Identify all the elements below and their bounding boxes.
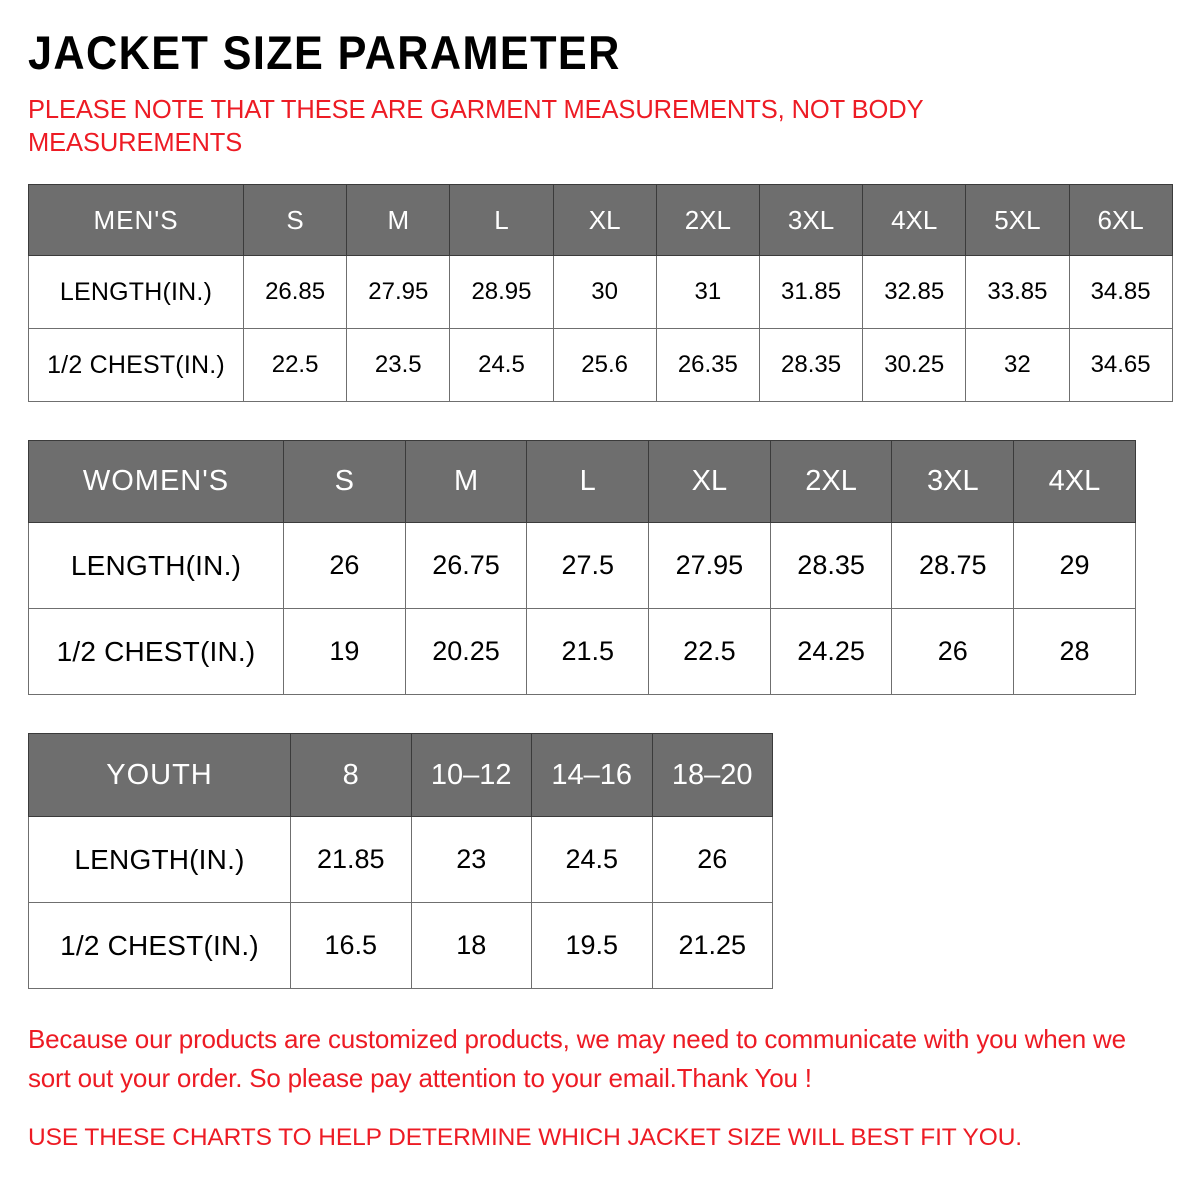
measurement-cell: 21.85	[290, 816, 412, 904]
measurement-cell: 28.75	[891, 522, 1015, 610]
measurement-cell: 21.5	[526, 608, 650, 696]
column-header-size: M	[404, 440, 528, 524]
table-row: LENGTH(IN.) 26 26.75 27.5 27.95 28.35 28…	[28, 522, 1136, 610]
measurement-cell: 24.25	[769, 608, 893, 696]
column-header-size: XL	[648, 440, 771, 524]
table-header-row: MEN'S S M L XL 2XL 3XL 4XL 5XL 6XL	[28, 184, 1173, 257]
measurement-cell: 27.95	[346, 255, 451, 330]
measurement-cell: 29	[1013, 522, 1136, 610]
column-header-size: 2XL	[655, 184, 760, 257]
measurement-cell: 27.5	[526, 522, 650, 610]
table-category-label: WOMEN'S	[28, 440, 284, 524]
measurement-cell: 28	[1013, 608, 1136, 696]
measurement-cell: 18	[410, 902, 532, 990]
page-title: JACKET SIZE PARAMETER	[28, 26, 621, 79]
measurement-cell: 22.5	[648, 608, 771, 696]
measurement-cell: 24.5	[531, 816, 653, 904]
column-header-size: M	[346, 184, 451, 257]
womens-size-table: WOMEN'S S M L XL 2XL 3XL 4XL LENGTH(IN.)…	[28, 440, 1136, 696]
measurement-cell: 21.25	[651, 902, 773, 990]
measurement-cell: 19	[283, 608, 406, 696]
table-row: LENGTH(IN.) 26.85 27.95 28.95 30 31 31.8…	[28, 255, 1173, 330]
row-label: 1/2 CHEST(IN.)	[28, 328, 244, 403]
measurement-cell: 34.65	[1068, 328, 1173, 403]
measurement-cell: 32.85	[862, 255, 967, 330]
column-header-size: 6XL	[1068, 184, 1173, 257]
measurement-cell: 26	[891, 608, 1015, 696]
column-header-size: L	[526, 440, 650, 524]
column-header-size: 8	[290, 733, 412, 818]
column-header-size: 5XL	[965, 184, 1070, 257]
measurement-cell: 23.5	[346, 328, 451, 403]
youth-size-table: YOUTH 8 10–12 14–16 18–20 LENGTH(IN.) 21…	[28, 733, 773, 990]
customization-note: Because our products are customized prod…	[28, 1024, 1126, 1093]
measurement-cell: 27.95	[648, 522, 771, 610]
table-row: 1/2 CHEST(IN.) 16.5 18 19.5 21.25	[28, 902, 773, 990]
table-header-row: YOUTH 8 10–12 14–16 18–20	[28, 733, 773, 818]
row-label: LENGTH(IN.)	[28, 255, 244, 330]
row-label: LENGTH(IN.)	[28, 816, 291, 904]
row-label: 1/2 CHEST(IN.)	[28, 902, 291, 990]
table-category-label: YOUTH	[28, 733, 291, 818]
column-header-size: 18–20	[651, 733, 773, 818]
measurement-cell: 26.35	[655, 328, 760, 403]
table-header-row: WOMEN'S S M L XL 2XL 3XL 4XL	[28, 440, 1136, 524]
measurement-cell: 26	[283, 522, 406, 610]
column-header-size: S	[283, 440, 406, 524]
measurement-cell: 30.25	[862, 328, 967, 403]
garment-measurement-note: PLEASE NOTE THAT THESE ARE GARMENT MEASU…	[28, 96, 924, 158]
measurement-cell: 30	[552, 255, 657, 330]
column-header-size: L	[449, 184, 554, 257]
table-row: 1/2 CHEST(IN.) 19 20.25 21.5 22.5 24.25 …	[28, 608, 1136, 696]
chart-usage-note: USE THESE CHARTS TO HELP DETERMINE WHICH…	[28, 1124, 1022, 1152]
column-header-size: 3XL	[891, 440, 1015, 524]
column-header-size: 3XL	[758, 184, 864, 257]
table-row: LENGTH(IN.) 21.85 23 24.5 26	[28, 816, 773, 904]
measurement-cell: 26	[651, 816, 773, 904]
measurement-cell: 22.5	[242, 328, 348, 403]
measurement-cell: 16.5	[290, 902, 412, 990]
measurement-cell: 19.5	[531, 902, 653, 990]
column-header-size: 14–16	[531, 733, 653, 818]
measurement-cell: 31	[655, 255, 760, 330]
measurement-cell: 28.95	[449, 255, 554, 330]
column-header-size: 4XL	[1013, 440, 1136, 524]
column-header-size: 10–12	[410, 733, 532, 818]
row-label: LENGTH(IN.)	[28, 522, 284, 610]
table-row: 1/2 CHEST(IN.) 22.5 23.5 24.5 25.6 26.35…	[28, 328, 1173, 403]
measurement-cell: 26.75	[404, 522, 528, 610]
measurement-cell: 34.85	[1068, 255, 1173, 330]
measurement-cell: 33.85	[965, 255, 1070, 330]
measurement-cell: 23	[410, 816, 532, 904]
measurement-cell: 31.85	[758, 255, 864, 330]
measurement-cell: 32	[965, 328, 1070, 403]
column-header-size: 4XL	[862, 184, 967, 257]
measurement-cell: 24.5	[449, 328, 554, 403]
column-header-size: XL	[552, 184, 657, 257]
measurement-cell: 20.25	[404, 608, 528, 696]
measurement-cell: 26.85	[242, 255, 348, 330]
measurement-cell: 28.35	[769, 522, 893, 610]
column-header-size: 2XL	[769, 440, 893, 524]
row-label: 1/2 CHEST(IN.)	[28, 608, 284, 696]
mens-size-table: MEN'S S M L XL 2XL 3XL 4XL 5XL 6XL LENGT…	[28, 184, 1173, 403]
column-header-size: S	[242, 184, 348, 257]
measurement-cell: 28.35	[758, 328, 864, 403]
table-category-label: MEN'S	[28, 184, 244, 257]
measurement-cell: 25.6	[552, 328, 657, 403]
